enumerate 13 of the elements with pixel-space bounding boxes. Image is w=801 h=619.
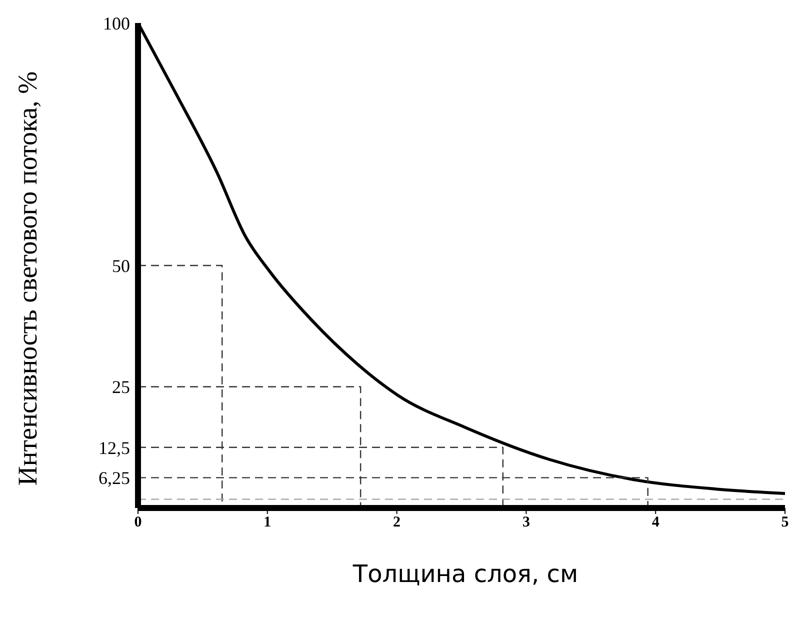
x-tick-label: 0 xyxy=(134,514,142,531)
x-axis-title: Толщина слоя, см xyxy=(352,560,580,588)
y-tick-label: 25 xyxy=(112,377,130,398)
y-tick-label: 6,25 xyxy=(98,468,130,488)
x-tick-label: 2 xyxy=(393,514,401,531)
x-tick-label: 5 xyxy=(781,514,789,531)
y-tick-label: 50 xyxy=(112,256,130,276)
x-tick-label: 3 xyxy=(522,514,530,531)
y-axis-title: Интенсивность светового потока, % xyxy=(12,70,44,486)
x-tick-label: 1 xyxy=(264,514,272,531)
x-tick-label: 4 xyxy=(652,514,660,531)
y-tick-label: 100 xyxy=(103,13,130,34)
y-tick-label: 12,5 xyxy=(98,438,130,458)
